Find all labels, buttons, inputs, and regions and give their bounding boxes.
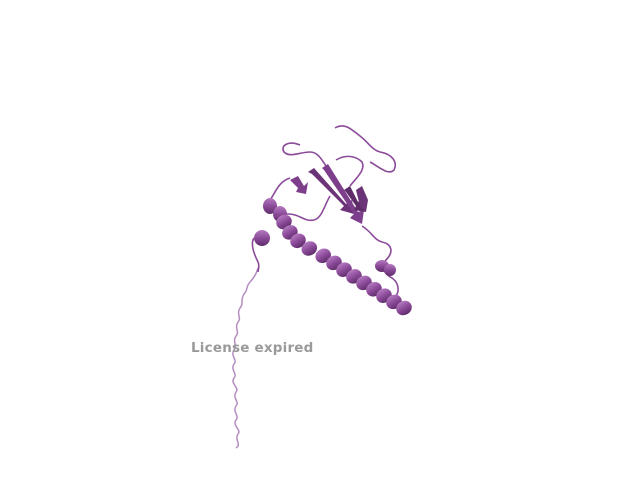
beta-strand-2: [322, 164, 364, 224]
license-watermark: License expired: [191, 340, 314, 356]
beta-sheet: [290, 164, 368, 224]
disordered-tail: [232, 267, 259, 449]
loop-top-right: [334, 125, 396, 173]
loop-top-left: [282, 142, 327, 167]
helix-coil: [301, 241, 318, 256]
helix-coil: [290, 233, 306, 249]
beta-strand-5: [356, 186, 368, 212]
loop-lower: [361, 225, 399, 297]
beta-strand-1: [308, 168, 354, 214]
loop-left: [268, 177, 331, 222]
helix-long: [276, 214, 412, 316]
loop-mid: [335, 155, 364, 187]
helix-coil: [315, 248, 331, 264]
beta-strand-4: [290, 176, 308, 194]
helix-coil: [276, 214, 292, 230]
loop-connect: [251, 237, 260, 273]
helix-coil: [396, 300, 412, 316]
helix-small-right: [375, 260, 396, 276]
